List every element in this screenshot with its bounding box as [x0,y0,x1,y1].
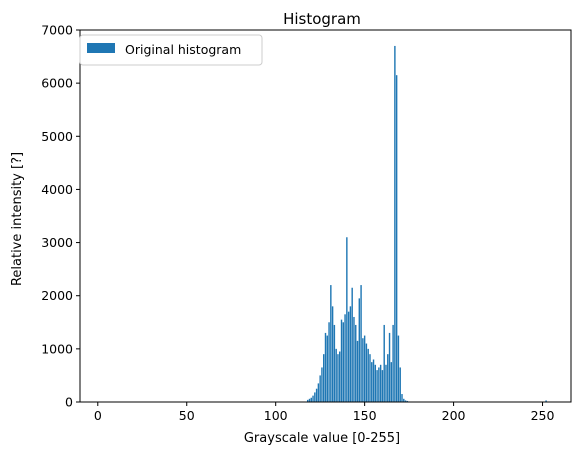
histogram-bar [319,375,321,402]
histogram-bar [314,392,316,402]
plot-area [79,29,572,403]
histogram-bar [406,400,409,402]
histogram-bar [331,306,334,402]
y-tick-label: 5000 [41,129,73,144]
histogram-bar [360,285,362,402]
x-tick-label: 200 [442,408,466,423]
x-tick-label: 100 [264,408,288,423]
histogram-bar [355,324,357,402]
histogram-bar [397,335,400,402]
x-tick-label: 250 [531,408,555,423]
histogram-bar [344,314,346,402]
histogram-bar [367,348,369,402]
histogram-bar [335,348,337,402]
histogram-bar [545,400,547,402]
histogram-bar [333,324,336,402]
plot-frame [79,29,572,403]
histogram-bar [321,367,323,402]
y-tick-label: 3000 [41,235,73,250]
legend-label: Original histogram [125,42,241,57]
histogram-bar [387,354,389,402]
histogram-bar [349,306,352,402]
histogram-bar [388,332,391,402]
histogram-bar [363,335,366,402]
histogram-bar [395,75,398,403]
histogram-bar [383,324,385,402]
y-tick-label: 7000 [41,23,73,38]
histogram-bar [378,367,380,402]
histogram-bar [308,398,311,402]
histogram-bar [342,322,345,402]
histogram-bar [401,394,403,402]
histogram-bar [371,362,373,402]
histogram-bar [346,237,348,402]
legend-swatch [87,43,115,53]
x-tick-label: 0 [94,408,102,423]
y-tick-label: 2000 [41,288,73,303]
histogram-bar [403,398,405,402]
histogram-bar [340,319,343,402]
histogram-bar [339,351,341,402]
y-tick-label: 0 [65,395,73,410]
histogram-bar [306,399,309,402]
histogram-bar [376,370,378,402]
x-axis-ticks: 0 50 100 150 200 250 [94,402,555,423]
histogram-bar [394,45,396,402]
histogram-bar [323,354,325,402]
histogram-bar [326,335,328,402]
histogram-bar [385,364,387,402]
histogram-bar [390,362,393,402]
y-axis-ticks: 0 1000 2000 3000 4000 5000 6000 7000 [41,23,80,410]
histogram-bar [358,298,361,402]
histogram-bar [379,364,382,402]
histogram-bar [317,383,320,402]
chart-title: Histogram [283,10,361,28]
histogram-bar [365,343,368,402]
y-tick-label: 1000 [41,341,73,356]
histogram-bar [347,311,350,402]
legend-frame [79,34,263,66]
histogram-bar [374,364,377,402]
histogram-bar [369,354,371,402]
x-tick-label: 150 [353,408,377,423]
histogram-bar [362,338,364,402]
histogram-bar [330,285,332,402]
histogram-bar [399,367,401,402]
histogram-bar [381,370,384,402]
histogram-bar [324,332,327,402]
histogram-bar [392,324,394,402]
y-axis-label: Relative intensity [?] [10,152,25,286]
legend: Original histogram [79,34,263,66]
histogram-bar [312,395,314,402]
y-tick-label: 4000 [41,182,73,197]
histogram-bar [337,354,339,402]
histogram-bar [404,400,407,402]
histogram-bar [310,397,312,402]
histogram-bar [315,388,318,402]
histogram-bar [353,316,355,402]
x-axis-label: Grayscale value [0-255] [244,431,400,446]
x-tick-label: 50 [179,408,195,423]
histogram-bar [328,322,330,402]
histogram-bar [356,340,359,402]
y-tick-label: 6000 [41,76,73,91]
histogram-bar [372,359,375,402]
histogram-bar [351,287,353,402]
